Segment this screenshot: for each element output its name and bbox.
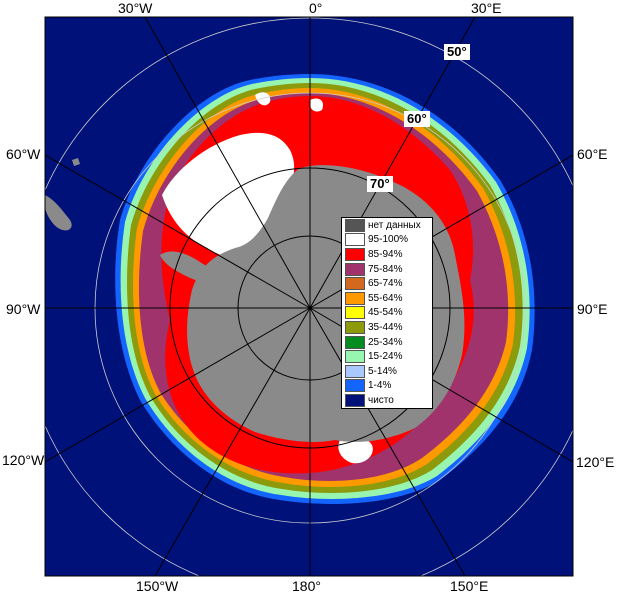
meridian-150w <box>154 307 311 576</box>
legend-item: 85-94% <box>342 247 432 262</box>
lat-label-60: 60° <box>404 111 430 127</box>
legend-swatch <box>345 291 365 305</box>
legend-item: 25-34% <box>342 335 432 350</box>
legend-item: 95-100% <box>342 233 432 248</box>
lon-label-120w: 120°W <box>2 452 45 468</box>
legend-item: чисто <box>342 393 432 408</box>
legend-item: 65-74% <box>342 276 432 291</box>
legend-label: 5-14% <box>368 365 397 377</box>
legend-label: 55-64% <box>368 292 403 304</box>
legend-swatch <box>345 247 365 261</box>
lon-label-90w: 90°W <box>6 301 41 317</box>
legend-swatch <box>345 277 365 291</box>
meridian-120w <box>45 307 311 463</box>
lon-label-180: 180° <box>292 578 321 594</box>
meridian-30w <box>144 17 311 309</box>
ice-patch-95-100-a <box>338 435 373 464</box>
meridian-30e <box>309 17 476 309</box>
concentration-legend: нет данных 95-100% 85-94% 75-84% 65-74% 55-64… <box>341 217 433 409</box>
lon-label-0: 0° <box>309 0 323 16</box>
ice-band-95-100 <box>162 132 295 259</box>
meridian-60w <box>45 154 311 309</box>
legend-label: 15-24% <box>368 351 403 363</box>
ice-patch-95-100-c <box>309 98 324 112</box>
legend-label: 65-74% <box>368 278 403 290</box>
lon-label-150e: 150°E <box>450 578 489 594</box>
legend-label: 95-100% <box>368 234 409 246</box>
legend-item: нет данных <box>342 218 432 233</box>
legend-swatch <box>345 335 365 349</box>
legend-item: 5-14% <box>342 364 432 379</box>
legend-label: чисто <box>368 394 394 406</box>
lon-label-120e: 120°E <box>576 454 615 470</box>
lon-label-60e: 60°E <box>577 146 608 162</box>
falkland-islands <box>72 158 80 166</box>
legend-label: 45-54% <box>368 307 403 319</box>
legend-swatch <box>345 306 365 320</box>
legend-swatch <box>345 262 365 276</box>
legend-swatch <box>345 320 365 334</box>
lon-label-150w: 150°W <box>136 578 179 594</box>
legend-swatch <box>345 350 365 364</box>
legend-swatch <box>345 233 365 247</box>
legend-item: 45-54% <box>342 306 432 321</box>
legend-item: 15-24% <box>342 349 432 364</box>
legend-label: 85-94% <box>368 248 403 260</box>
lat-label-70: 70° <box>367 176 393 192</box>
legend-swatch <box>345 379 365 393</box>
legend-item: 75-84% <box>342 262 432 277</box>
south-america-tip <box>45 195 72 231</box>
legend-item: 35-44% <box>342 320 432 335</box>
legend-label: 75-84% <box>368 263 403 275</box>
legend-label: 1-4% <box>368 380 392 392</box>
legend-label: 35-44% <box>368 321 403 333</box>
map-frame <box>44 16 574 577</box>
lon-label-60w: 60°W <box>6 146 41 162</box>
legend-label: нет данных <box>368 219 421 231</box>
lon-label-30e: 30°E <box>471 0 502 16</box>
lat-label-50: 50° <box>444 44 470 60</box>
legend-swatch <box>345 364 365 378</box>
legend-item: 55-64% <box>342 291 432 306</box>
lon-label-30w: 30°W <box>118 0 153 16</box>
ice-patch-95-100-b <box>255 92 271 106</box>
meridian-150e <box>309 307 466 576</box>
legend-swatch <box>345 218 365 232</box>
legend-item: 1-4% <box>342 379 432 394</box>
legend-swatch <box>345 393 365 407</box>
lon-label-90e: 90°E <box>577 301 608 317</box>
legend-label: 25-34% <box>368 336 403 348</box>
